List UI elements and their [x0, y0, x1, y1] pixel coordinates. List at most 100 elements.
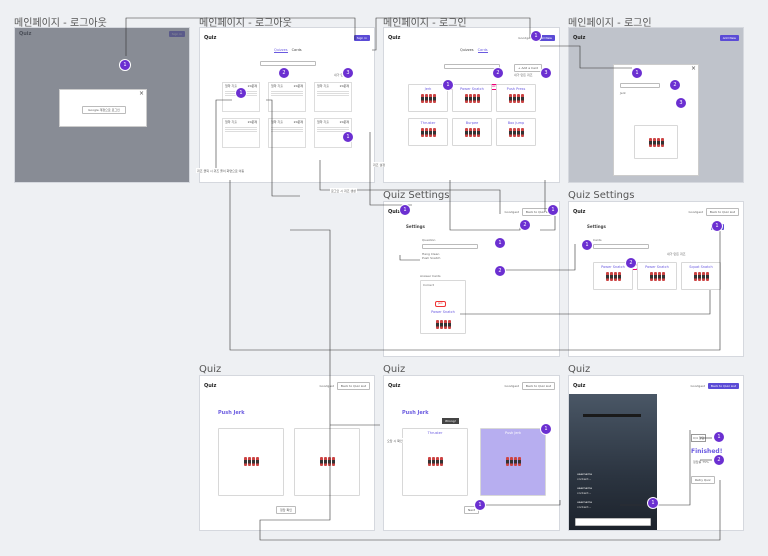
- choice-card[interactable]: [218, 428, 284, 496]
- google-login-button[interactable]: Google 계정으로 로그인: [82, 106, 126, 114]
- step-badge: 1: [531, 31, 541, 41]
- exercise-card-title: Push Press: [506, 87, 526, 91]
- quiz-card[interactable]: 철학 기출 20문제: [222, 82, 260, 112]
- step-badge: 1: [648, 498, 658, 508]
- frame-title-login-2: 메인페이지 - 로그인: [568, 18, 652, 29]
- correct-toggle[interactable]: Correct: [423, 283, 434, 287]
- exercise-card[interactable]: Thruster: [408, 118, 448, 146]
- my-cards-toggle[interactable]: 내가 만든 퀴즈: [667, 252, 686, 256]
- step-badge: 2: [714, 455, 724, 465]
- chat-message: content...: [577, 477, 592, 481]
- back-to-quiz-list-button[interactable]: Back to Quiz List: [521, 382, 555, 390]
- user-name[interactable]: Goodgest: [504, 384, 519, 388]
- question-title: Push Jerk: [218, 410, 245, 416]
- back-to-quiz-list-button[interactable]: Back to Quiz List: [707, 383, 739, 389]
- logo[interactable]: Quiz: [573, 209, 586, 215]
- exercise-card-title: Burpee: [465, 121, 479, 125]
- exercise-illustration: [409, 128, 447, 137]
- add-card-button[interactable]: + Add a Card: [514, 64, 543, 72]
- quiz-card[interactable]: 철학 기출 20문제: [222, 118, 260, 148]
- exercise-card[interactable]: Push Press: [496, 84, 536, 112]
- logo[interactable]: Quiz: [573, 35, 586, 41]
- back-to-quiz-list-button[interactable]: Back to Quiz List: [705, 208, 739, 216]
- close-icon[interactable]: ×: [690, 65, 696, 72]
- choice-card-wrong[interactable]: Thruster: [402, 428, 468, 496]
- exercise-card-title: Box Jump: [507, 121, 525, 125]
- frame-title-logout-2: 메인페이지 - 로그아웃: [199, 18, 292, 29]
- result-card[interactable]: Power Snatch: [637, 262, 677, 290]
- exercise-card[interactable]: Jerk: [408, 84, 448, 112]
- quiz-card[interactable]: 철학 기출 20문제: [314, 82, 352, 112]
- my-cards-toggle[interactable]: 내가 만든 퀴즈: [514, 73, 533, 77]
- settings-title: Settings: [587, 224, 606, 229]
- frame-title-quiz-3: Quiz: [568, 364, 591, 375]
- user-name[interactable]: Goodgest: [518, 36, 533, 40]
- check-answer-button[interactable]: 정답 확인: [276, 506, 296, 514]
- user-name[interactable]: Goodgest: [319, 384, 334, 388]
- accuracy-text: 정답률 75%: [693, 460, 709, 464]
- quiz-card[interactable]: 철학 기출 20문제: [314, 118, 352, 148]
- step-badge: 1: [582, 240, 592, 250]
- tab-quizzes[interactable]: Quizzes: [274, 48, 288, 53]
- next-button[interactable]: Next: [464, 506, 479, 514]
- sign-in-button[interactable]: Sign in: [353, 35, 370, 41]
- choice-card[interactable]: [294, 428, 360, 496]
- question-option[interactable]: Hang Clean: [422, 252, 440, 256]
- add-quiz-button[interactable]: Add New: [535, 35, 555, 41]
- add-quiz-button[interactable]: Add New: [719, 35, 739, 41]
- step-badge: 2: [670, 80, 680, 90]
- exercise-card[interactable]: Burpee: [452, 118, 492, 146]
- step-badge: 1: [475, 500, 485, 510]
- logo[interactable]: Quiz: [388, 383, 401, 389]
- result-card-title: Power Snatch: [601, 265, 625, 269]
- choice-card-title: Push Jerk: [504, 431, 522, 435]
- tab-cards[interactable]: Cards: [477, 48, 488, 53]
- step-badge: 3: [343, 68, 353, 78]
- annotation-note: 퀴즈 설정: [372, 162, 386, 167]
- retry-button[interactable]: Retry Quiz: [691, 476, 715, 484]
- user-name[interactable]: Goodgest: [688, 210, 703, 214]
- search-input[interactable]: [260, 61, 316, 66]
- step-badge: 2: [493, 68, 503, 78]
- quiz-card-title: 철학 기출: [225, 84, 237, 88]
- logo[interactable]: Quiz: [573, 383, 586, 389]
- chat-input[interactable]: [575, 518, 651, 526]
- choice-card-title: Thruster: [427, 431, 443, 435]
- frame-quiz-2: Quiz Goodgest Back to Quiz List Push Jer…: [383, 375, 560, 531]
- quiz-card[interactable]: 철학 기출 20문제: [268, 118, 306, 148]
- card-search-input[interactable]: [593, 244, 649, 249]
- search-input[interactable]: [444, 64, 500, 69]
- step-badge: 1: [548, 205, 558, 215]
- result-card[interactable]: Power Snatch: [593, 262, 633, 290]
- logo[interactable]: Quiz: [204, 383, 217, 389]
- card-name-input[interactable]: [620, 83, 660, 88]
- annotation-note: 오답 시 확인: [386, 438, 404, 443]
- logo[interactable]: Quiz: [388, 35, 401, 41]
- logo[interactable]: Quiz: [204, 35, 217, 41]
- quiz-card-count: 20문제: [293, 84, 303, 88]
- result-card[interactable]: Squat Snatch: [681, 262, 721, 290]
- user-name[interactable]: Goodgest: [504, 210, 519, 214]
- choice-card-correct[interactable]: Push Jerk: [480, 428, 546, 496]
- tab-quizzes[interactable]: Quizzes: [460, 48, 474, 52]
- step-badge: 2: [626, 258, 636, 268]
- logo[interactable]: Quiz: [388, 209, 401, 215]
- back-to-quiz-list-button[interactable]: Back to Quiz List: [336, 382, 370, 390]
- exercise-illustration: [453, 128, 491, 137]
- question-option[interactable]: Push Snatch: [422, 256, 441, 260]
- quiz-card-count: 20문제: [247, 84, 257, 88]
- exercise-card-title: Jerk: [424, 87, 432, 91]
- quiz-card[interactable]: 철학 기출 20문제: [268, 82, 306, 112]
- chat-message: content...: [577, 491, 592, 495]
- user-name[interactable]: Goodgest: [690, 384, 705, 388]
- close-icon[interactable]: ×: [138, 90, 144, 97]
- answer-card[interactable]: Correct Jerk Power Snatch: [420, 280, 466, 334]
- question-input[interactable]: [422, 244, 478, 249]
- step-badge: 1: [712, 221, 722, 231]
- exercise-card[interactable]: Power Snatch: [452, 84, 492, 112]
- tab-cards[interactable]: Cards: [291, 48, 302, 52]
- result-card-title: Squat Snatch: [689, 265, 713, 269]
- quiz-card-count: 20문제: [339, 120, 349, 124]
- exercise-card[interactable]: Box Jump: [496, 118, 536, 146]
